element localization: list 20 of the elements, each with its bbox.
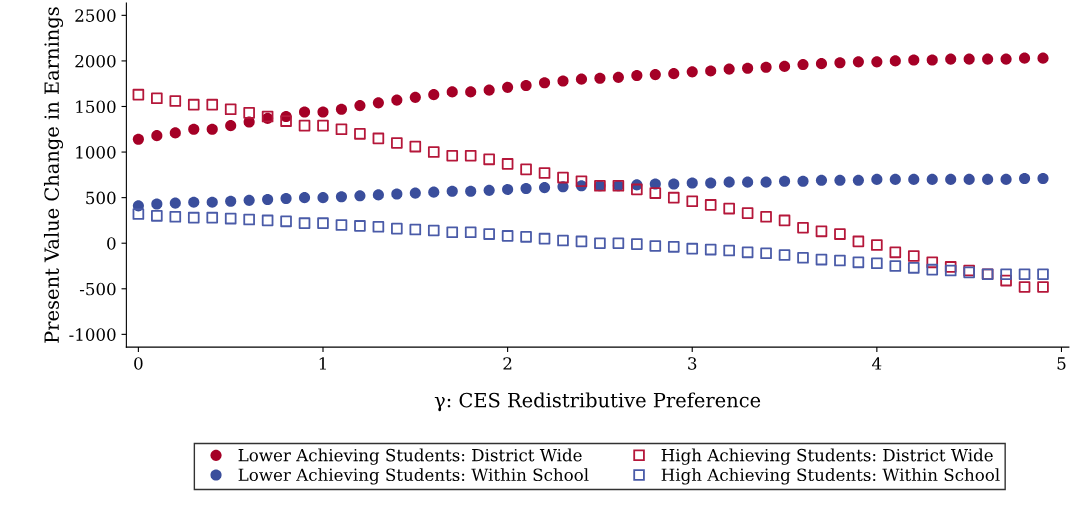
y-tick-label: 0 bbox=[107, 237, 116, 250]
x-axis-title: γ: CES Redistributive Preference bbox=[434, 392, 761, 412]
x-tick-label: 1 bbox=[319, 357, 326, 370]
y-tick-label: 1000 bbox=[76, 146, 116, 159]
y-tick-label: 500 bbox=[86, 191, 116, 205]
legend-label: High Achieving Students: District Wide bbox=[661, 448, 993, 465]
x-tick-label: 0 bbox=[134, 357, 143, 370]
legend-label: Lower Achieving Students: Within School bbox=[238, 468, 589, 485]
x-tick-label: 2 bbox=[503, 357, 512, 370]
y-tick-label: -1000 bbox=[69, 328, 116, 341]
legend-label: Lower Achieving Students: District Wide bbox=[238, 448, 582, 465]
x-tick-label: 4 bbox=[872, 357, 882, 370]
y-axis-title: Present Value Change in Earnings bbox=[43, 7, 64, 343]
y-tick-label: 2500 bbox=[75, 9, 116, 22]
x-tick-label: 3 bbox=[688, 357, 697, 370]
y-tick-label: 2000 bbox=[75, 54, 116, 68]
legend-label: High Achieving Students: Within School bbox=[661, 468, 1000, 485]
y-tick-label: -500 bbox=[79, 282, 116, 296]
x-tick-label: 5 bbox=[1057, 357, 1066, 370]
y-tick-label: 1500 bbox=[76, 100, 116, 114]
